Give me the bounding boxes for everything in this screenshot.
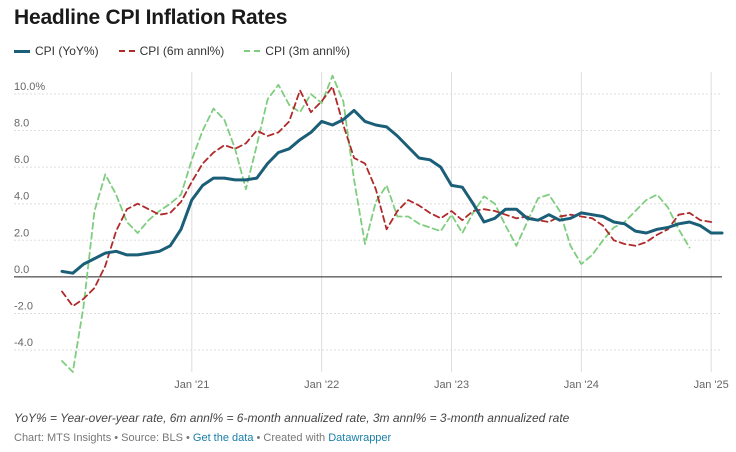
y-tick-label: 4.0 [14,191,29,203]
x-tick-label: Jan '21 [174,379,209,391]
y-tick-label: 6.0 [14,154,29,166]
legend-item-yoy: CPI (YoY%) [14,44,99,58]
footer-source: Chart: MTS Insights • Source: BLS • [14,432,190,444]
y-tick-label: -2.0 [14,300,33,312]
legend-label-yoy: CPI (YoY%) [35,44,99,58]
legend: CPI (YoY%) CPI (6m annl%) CPI (3m annl%) [14,44,350,58]
y-tick-label: 10.0% [14,81,45,93]
y-tick-label: 8.0 [14,118,29,130]
x-axis-labels: Jan '21 Jan '22 Jan '23 Jan '24 Jan '25 [174,379,728,391]
x-tick-label: Jan '24 [564,379,599,391]
legend-item-3m: CPI (3m annl%) [244,44,350,58]
x-tick-label: Jan '25 [694,379,729,391]
legend-label-6m: CPI (6m annl%) [139,44,225,58]
y-tick-label: 2.0 [14,227,29,239]
legend-label-3m: CPI (3m annl%) [265,44,350,58]
chart-note: YoY% = Year-over-year rate, 6m annl% = 6… [14,411,570,425]
series-lines [60,74,724,373]
footer-created: • Created with [256,432,326,444]
chart-title: Headline CPI Inflation Rates [14,6,288,29]
y-tick-label: 0.0 [14,264,29,276]
legend-swatch-6m [118,50,135,52]
series-line-yoy [60,108,724,275]
legend-swatch-3m [244,50,261,52]
get-data-link[interactable]: Get the data [192,432,254,444]
footer: Chart: MTS Insights • Source: BLS • Get … [14,432,391,444]
legend-item-6m: CPI (6m annl%) [118,44,225,58]
series-line-3m [61,74,691,373]
x-tick-label: Jan '22 [304,379,339,391]
series-line-6m [61,85,713,308]
y-tick-label: -4.0 [14,337,33,349]
datawrapper-link[interactable]: Datawrapper [328,432,392,444]
x-tick-label: Jan '23 [434,379,469,391]
legend-swatch-yoy [14,49,30,53]
y-axis-labels: -4.0 -2.0 0.0 2.0 4.0 6.0 8.0 10.0% [14,81,45,349]
